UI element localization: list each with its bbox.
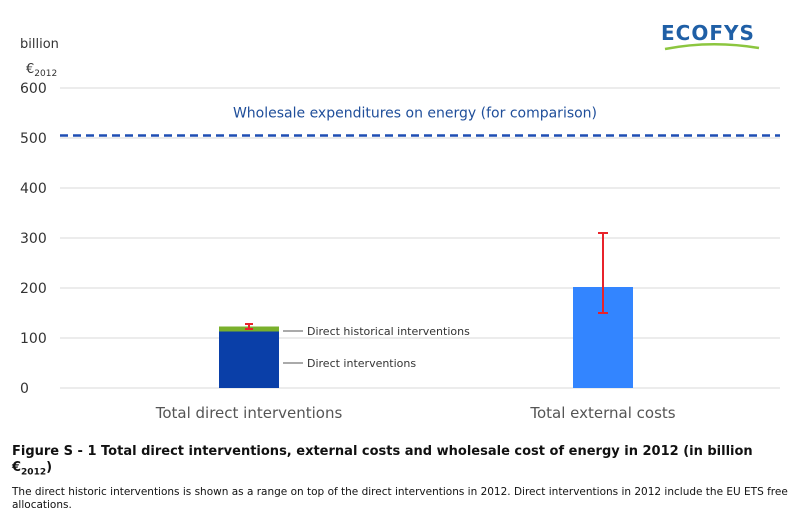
y-unit-currency: €: [26, 62, 34, 77]
annotation-label: Direct historical interventions: [307, 325, 470, 338]
ecofys-logo: ECOFYS: [661, 21, 760, 51]
reference-line-label: Wholesale expenditures on energy (for co…: [233, 106, 597, 122]
y-tick-label: 600: [20, 81, 47, 97]
y-unit-line2: €2012: [26, 62, 57, 79]
reference-line-group: Wholesale expenditures on energy (for co…: [60, 106, 780, 137]
y-tick-label: 500: [20, 131, 47, 147]
caption-title-text: Figure S - 1 Total direct interventions,…: [12, 444, 753, 475]
bar-base: [219, 331, 279, 388]
y-unit-line1: billion: [20, 37, 59, 52]
category-label: Total direct interventions: [155, 404, 343, 422]
y-tick-label: 0: [20, 381, 29, 397]
logo-swoosh-icon: [664, 43, 760, 51]
y-tick-label: 200: [20, 281, 47, 297]
category-label: Total external costs: [529, 404, 675, 422]
y-tick-label: 300: [20, 231, 47, 247]
y-axis-ticks: 0 100 200 300 400 500 600: [20, 81, 47, 397]
caption-title-end: ): [46, 460, 53, 475]
y-tick-label: 400: [20, 181, 47, 197]
figure-caption-body: The direct historic interventions is sho…: [12, 486, 788, 511]
error-bars: [245, 232, 608, 330]
y-tick-label: 100: [20, 331, 47, 347]
logo-text: ECOFYS: [661, 21, 755, 45]
y-unit-subscript: 2012: [34, 69, 57, 79]
category-labels: Total direct interventions Total external…: [155, 404, 676, 422]
caption-title-subscript: 2012: [21, 467, 47, 478]
annotations: Direct historical interventions Direct in…: [283, 325, 470, 370]
figure-caption-title: Figure S - 1 Total direct interventions,…: [12, 444, 792, 481]
gridlines: [60, 87, 780, 389]
annotation-label: Direct interventions: [307, 357, 416, 370]
chart: billion €2012 0 100 200 300 400 500 600 Wholes…: [20, 37, 780, 422]
